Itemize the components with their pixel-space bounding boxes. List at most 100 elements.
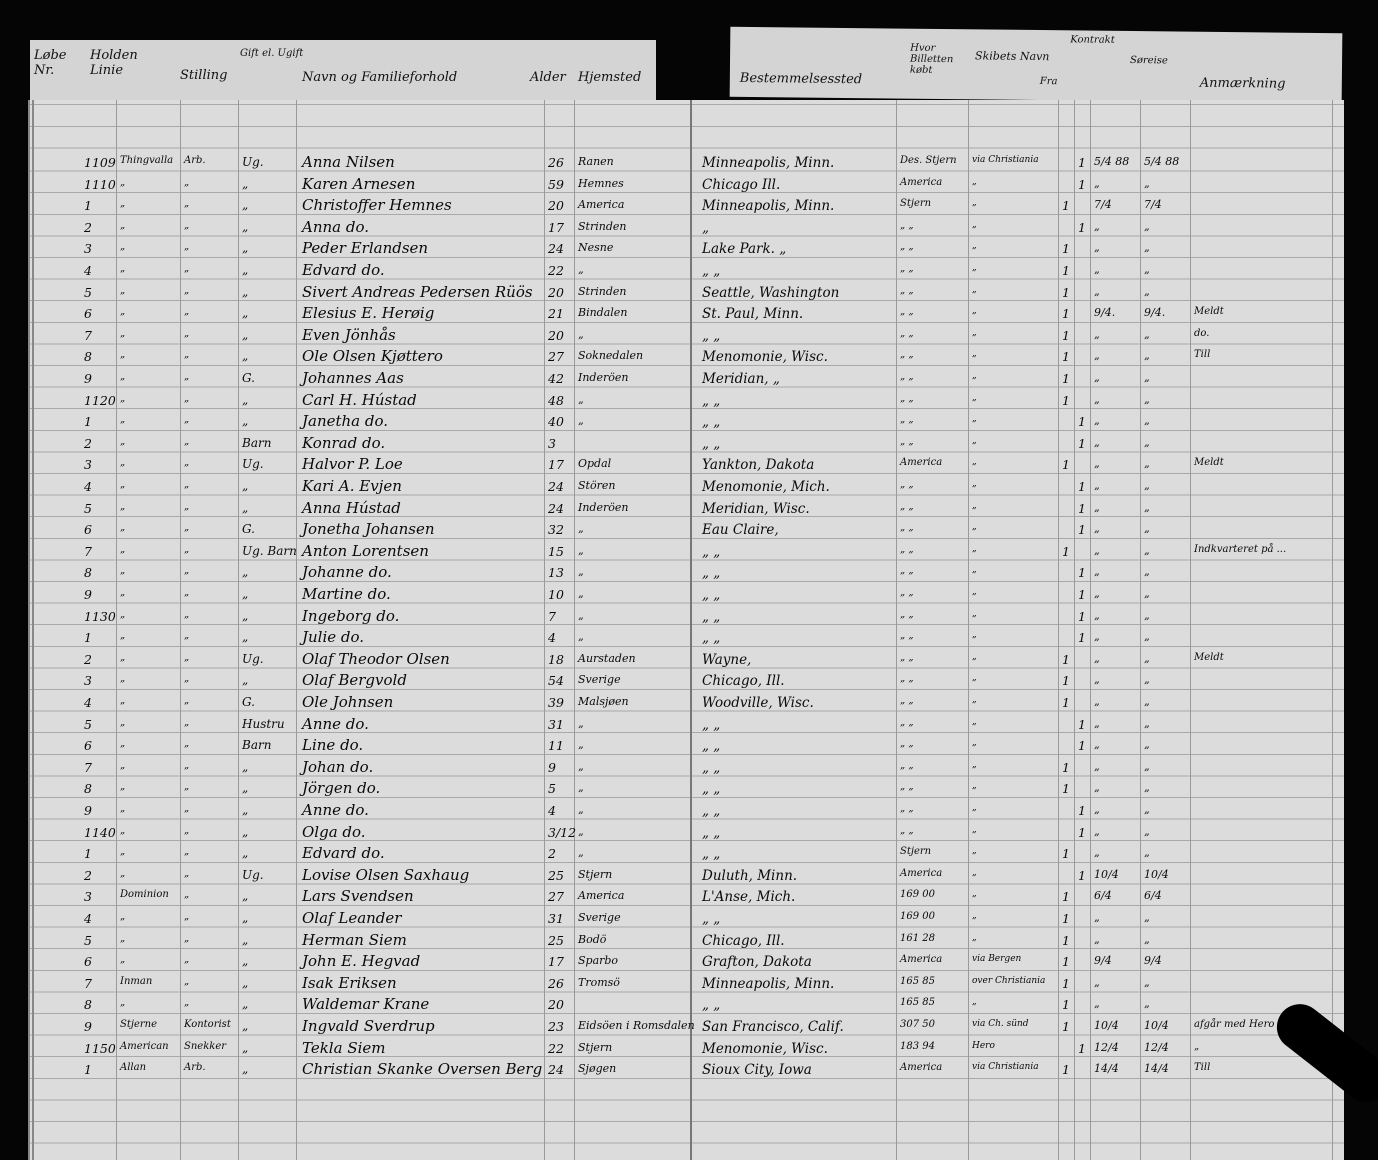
home-place: „ (578, 587, 584, 600)
entry-number: 6 (84, 738, 92, 754)
passenger-name: Kari A. Evjen (302, 477, 402, 495)
col-header-line: Holden Linie (90, 48, 138, 78)
shipping-line: „ (120, 846, 126, 858)
entry-number: 3 (84, 889, 92, 905)
destination: „ „ (702, 587, 721, 603)
occupation: „ (184, 954, 190, 966)
column-rule (116, 100, 117, 1160)
departure-date: „ (1144, 651, 1150, 665)
shipping-line: „ (120, 500, 126, 512)
home-place: America (578, 198, 625, 212)
entry-number: 2 (84, 219, 92, 235)
route: „ (972, 911, 977, 921)
ticket-info: „ „ (900, 824, 914, 836)
table-row: 7 Inman „ „ Isak Eriksen 26 Tromsö Minneapolis,… (0, 973, 1378, 995)
entry-number: 6 (84, 306, 92, 322)
count-male: 1 (1062, 781, 1070, 797)
occupation: „ (184, 846, 190, 858)
contract-date: „ (1094, 608, 1100, 622)
col-header-position: Stilling (180, 68, 228, 83)
destination: Chicago Ill. (702, 176, 781, 193)
home-place: Malsjøen (578, 695, 629, 708)
contract-date: „ (1094, 565, 1100, 579)
departure-date: „ (1144, 608, 1150, 622)
destination: Chicago, Ill. (702, 673, 785, 690)
route: over Christiania (972, 975, 1046, 986)
route: „ (972, 759, 977, 770)
shipping-line: „ (120, 932, 126, 944)
marital-status: „ (242, 954, 249, 969)
ticket-info: „ „ (900, 349, 914, 361)
destination: „ „ (702, 781, 721, 798)
entry-number: 1 (84, 414, 92, 430)
ticket-info: Stjern (900, 198, 932, 210)
count-female: 1 (1078, 435, 1086, 451)
remarks: Meldt (1194, 457, 1224, 469)
home-place: Sjøgen (578, 1062, 617, 1076)
ticket-info: 169 00 (900, 889, 935, 901)
occupation: „ (184, 781, 190, 793)
destination: „ „ (702, 803, 721, 819)
passenger-name: Christoffer Hemnes (302, 196, 452, 215)
departure-date: „ (1144, 932, 1150, 946)
table-row: 5 „ „ „ Anna Hústad 24 Inderöen Meridian, Wisc.… (0, 498, 1378, 520)
occupation: „ (184, 176, 190, 188)
count-male: 1 (1062, 695, 1070, 710)
count-female: 1 (1078, 1040, 1086, 1056)
table-row: 9 Stjerne Kontorist „ Ingvald Sverdrup 23 Eids… (0, 1016, 1378, 1038)
destination: „ „ (702, 435, 721, 452)
column-rule (1090, 100, 1091, 1160)
home-place: „ (578, 824, 584, 838)
age: 24 (548, 1062, 564, 1078)
ticket-info: „ „ (900, 759, 914, 771)
departure-date: „ (1144, 975, 1150, 989)
marital-status: Ug. Barn (242, 543, 297, 558)
age: 59 (548, 176, 564, 192)
table-row: 1 „ „ „ Christoffer Hemnes 20 America Minneapol… (0, 195, 1378, 217)
table-row: 5 „ „ „ Sivert Andreas Pedersen Rüös 20 Strind… (0, 282, 1378, 304)
marital-status: „ (242, 414, 249, 429)
contract-date: „ (1094, 479, 1100, 492)
home-place: Soknedalen (578, 349, 644, 363)
occupation: „ (184, 997, 190, 1009)
departure-date: 14/4 (1144, 1062, 1169, 1076)
remarks: „ (1194, 1040, 1200, 1052)
marital-status: Ug. (242, 867, 264, 882)
home-place: Inderöen (578, 500, 629, 514)
count-female: 1 (1078, 738, 1086, 754)
home-place: „ (578, 565, 584, 579)
occupation: Arb. (184, 1062, 206, 1074)
table-row: 8 „ „ „ Ole Olsen Kjøttero 27 Soknedalen Menomo… (0, 346, 1378, 368)
age: 3/12 (548, 824, 577, 840)
entry-number: 8 (84, 349, 92, 365)
age: 25 (548, 867, 564, 883)
marital-status: „ (242, 608, 249, 623)
occupation: Snekker (184, 1040, 227, 1052)
age: 31 (548, 716, 564, 732)
departure-date: „ (1144, 565, 1150, 579)
marital-status: „ (242, 241, 249, 256)
shipping-line: „ (120, 219, 126, 231)
column-rule (1140, 100, 1141, 1160)
destination: Lake Park. „ (702, 241, 787, 258)
column-rule (1074, 100, 1075, 1160)
departure-date: „ (1144, 414, 1150, 428)
ticket-info: Des. Stjern (900, 155, 957, 166)
ticket-info: 183 94 (900, 1040, 935, 1052)
age: 18 (548, 651, 564, 667)
ticket-info: „ „ (900, 803, 914, 814)
destination: Menomonie, Mich. (702, 479, 830, 495)
destination: „ „ (702, 327, 721, 344)
ledger-page-left (28, 100, 696, 1160)
shipping-line: „ (120, 479, 126, 490)
marital-status: Ug. (242, 155, 264, 169)
marital-status: „ (242, 327, 249, 342)
passenger-name: Lars Svendsen (302, 887, 414, 906)
table-row: 5 „ „ Hustru Anne do. 31 „ „ „ „ „ „ 1 „ „ (0, 714, 1378, 736)
destination: „ „ (702, 543, 721, 560)
ticket-info: „ „ (900, 587, 914, 598)
age: 3 (548, 435, 556, 451)
contract-date: „ (1094, 349, 1100, 363)
departure-date: „ (1144, 673, 1150, 687)
marital-status: Barn (242, 738, 272, 753)
